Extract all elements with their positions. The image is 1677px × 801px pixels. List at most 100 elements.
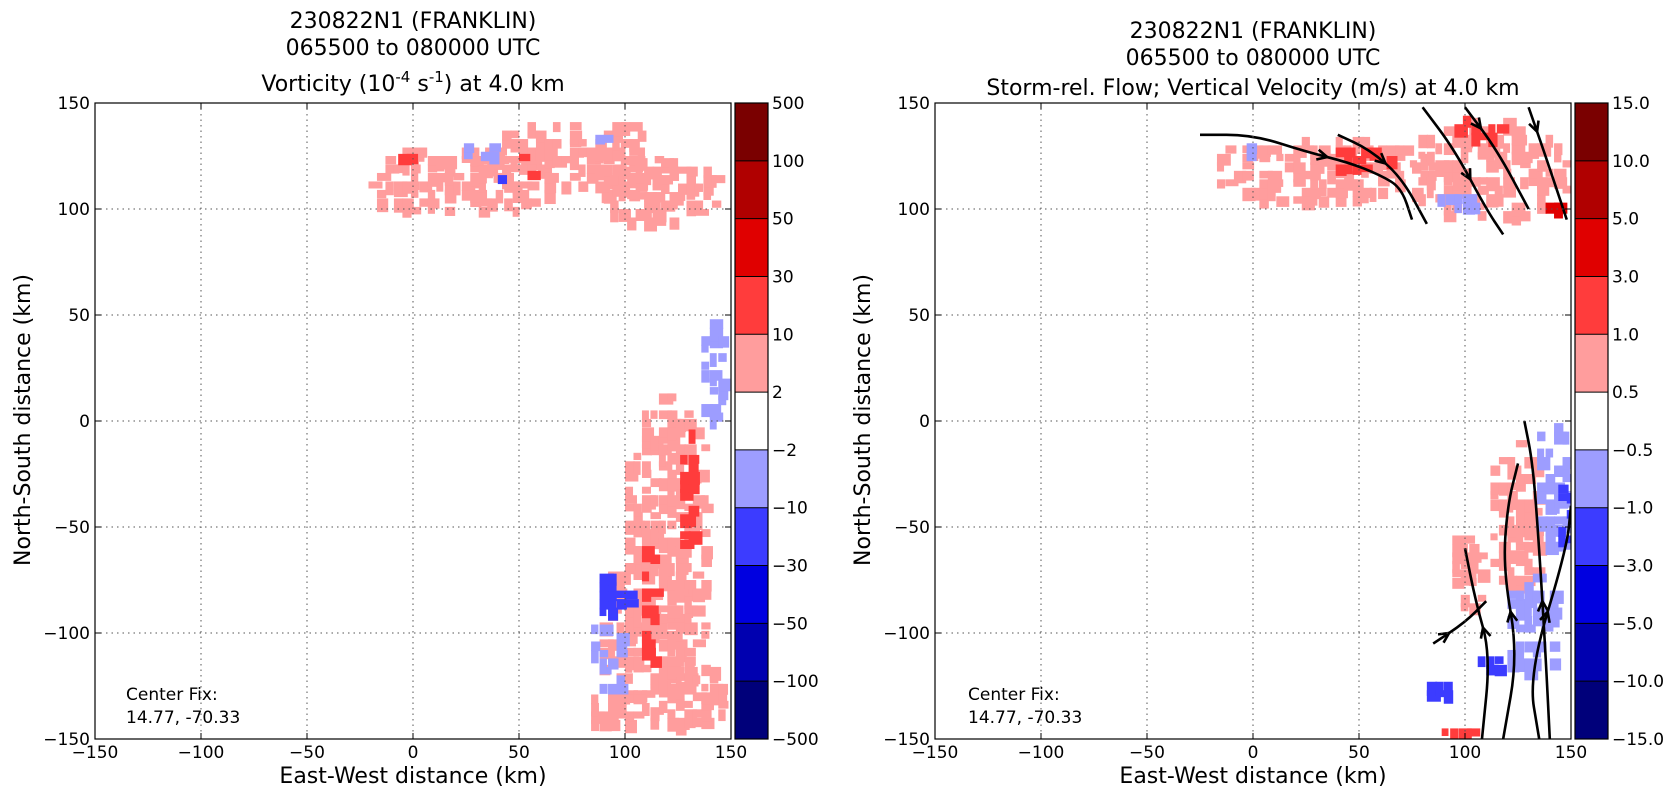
left-field-cell <box>519 153 531 162</box>
left-field-cell <box>591 702 599 717</box>
left-field-cell <box>701 444 711 452</box>
left-colorbar-swatch <box>735 565 768 624</box>
left-field-cell <box>667 418 682 428</box>
left-field-cell <box>667 580 676 591</box>
left-field-cell <box>608 599 617 609</box>
left-field-cell <box>608 658 619 670</box>
right-y-axis-label: North-South distance (km) <box>851 274 876 566</box>
left-y-tick-label: 0 <box>79 412 90 432</box>
right-field-cell <box>1562 431 1570 445</box>
left-field-cell <box>667 563 675 577</box>
left-colorbar-tick-label: −30 <box>772 557 808 577</box>
left-field-cell <box>650 588 664 597</box>
left-field-cell <box>709 387 719 395</box>
left-field-cell <box>625 486 634 497</box>
right-field-cell <box>1267 145 1283 155</box>
right-x-tick-label: −50 <box>1129 743 1165 763</box>
left-field-cell <box>718 387 729 401</box>
left-field-cell <box>502 172 514 187</box>
left-field-cell <box>569 147 584 158</box>
right-field-cell <box>1460 535 1476 544</box>
left-field-cell <box>688 514 697 528</box>
left-field-cell <box>701 361 710 370</box>
right-field-cell <box>1418 177 1431 186</box>
left-field-cell <box>633 571 646 581</box>
left-field-cell <box>620 189 634 198</box>
left-y-tick-label: 150 <box>58 94 90 114</box>
right-field-cell <box>1515 575 1525 586</box>
left-field-cell <box>616 622 625 634</box>
left-field-cell <box>680 454 688 465</box>
left-colorbar-swatch <box>735 507 768 566</box>
left-field-cell <box>667 546 681 556</box>
right-title-line1: 230822N1 (FRANKLIN) <box>1130 19 1377 44</box>
left-field-cell <box>476 156 484 166</box>
right-field-cell <box>1435 160 1450 172</box>
left-field-cell <box>625 673 633 684</box>
left-field-cell <box>658 478 671 492</box>
left-field-cell <box>661 175 674 185</box>
right-field-cell <box>1488 124 1496 138</box>
right-field-cell <box>1361 187 1372 199</box>
right-field-cell <box>1293 162 1306 174</box>
left-field-cell <box>692 427 705 440</box>
right-colorbar-swatch <box>1575 623 1608 682</box>
left-field-cell <box>701 692 711 705</box>
left-field-cell <box>709 319 724 329</box>
right-colorbar-tick-label: 0.5 <box>1612 383 1639 403</box>
left-field-cell <box>644 175 652 186</box>
left-field-cell <box>578 139 587 147</box>
left-x-tick-label: 50 <box>508 743 530 763</box>
left-field-cell <box>675 647 687 663</box>
right-field-cell <box>1301 187 1312 197</box>
streamline-arrow <box>1536 598 1550 612</box>
right-field-cell <box>1532 465 1545 478</box>
left-field-cell <box>627 217 637 231</box>
left-field-cell <box>701 554 712 568</box>
right-field-cell <box>1520 151 1533 164</box>
vorticity-plot-area: −150 −100 −50 0 50 100 150 150 100 50 0 −50 −100 −150 <box>43 94 747 763</box>
left-field-cell <box>692 675 701 685</box>
left-field-cell <box>603 130 616 139</box>
right-colorbar-tick-label: −1.0 <box>1612 499 1653 519</box>
left-field-cell <box>436 156 449 170</box>
left-field-cell <box>688 480 700 495</box>
left-field-cell <box>641 520 650 532</box>
left-field-cell <box>633 461 641 475</box>
left-field-cell <box>512 189 523 204</box>
right-field-cell <box>1378 187 1389 200</box>
left-field-cell <box>510 130 520 139</box>
right-field-cell <box>1545 482 1556 495</box>
left-field-cell <box>667 709 676 719</box>
left-field-cell <box>427 164 438 173</box>
left-field-cell <box>667 503 677 518</box>
left-field-cell <box>608 694 618 704</box>
left-field-cell <box>569 172 581 181</box>
right-field-cell <box>1403 145 1415 156</box>
left-field-cell <box>686 200 698 210</box>
left-field-cell <box>519 139 529 151</box>
left-field-cell <box>701 469 710 483</box>
right-field-cell <box>1524 533 1539 541</box>
right-field-cell <box>1528 151 1539 159</box>
left-field-cell <box>694 209 710 216</box>
right-field-cell <box>1335 179 1350 189</box>
right-field-cell <box>1562 185 1571 194</box>
left-field-region <box>398 153 419 166</box>
left-field-cell <box>436 181 444 192</box>
right-field-cell <box>1524 575 1536 587</box>
left-field-cell <box>635 192 650 200</box>
left-field-cell <box>402 164 410 176</box>
left-field-cell <box>629 139 640 152</box>
left-field-cell <box>385 156 397 165</box>
left-field-cell <box>652 166 662 181</box>
left-field-cell <box>502 164 512 174</box>
left-field-cell <box>692 512 703 522</box>
right-field-cell <box>1301 136 1310 150</box>
right-field-cell <box>1511 126 1526 137</box>
left-field-cell <box>641 690 656 698</box>
right-field-cell <box>1443 126 1456 136</box>
left-field-cell <box>692 605 706 617</box>
right-field-cell <box>1225 179 1239 187</box>
